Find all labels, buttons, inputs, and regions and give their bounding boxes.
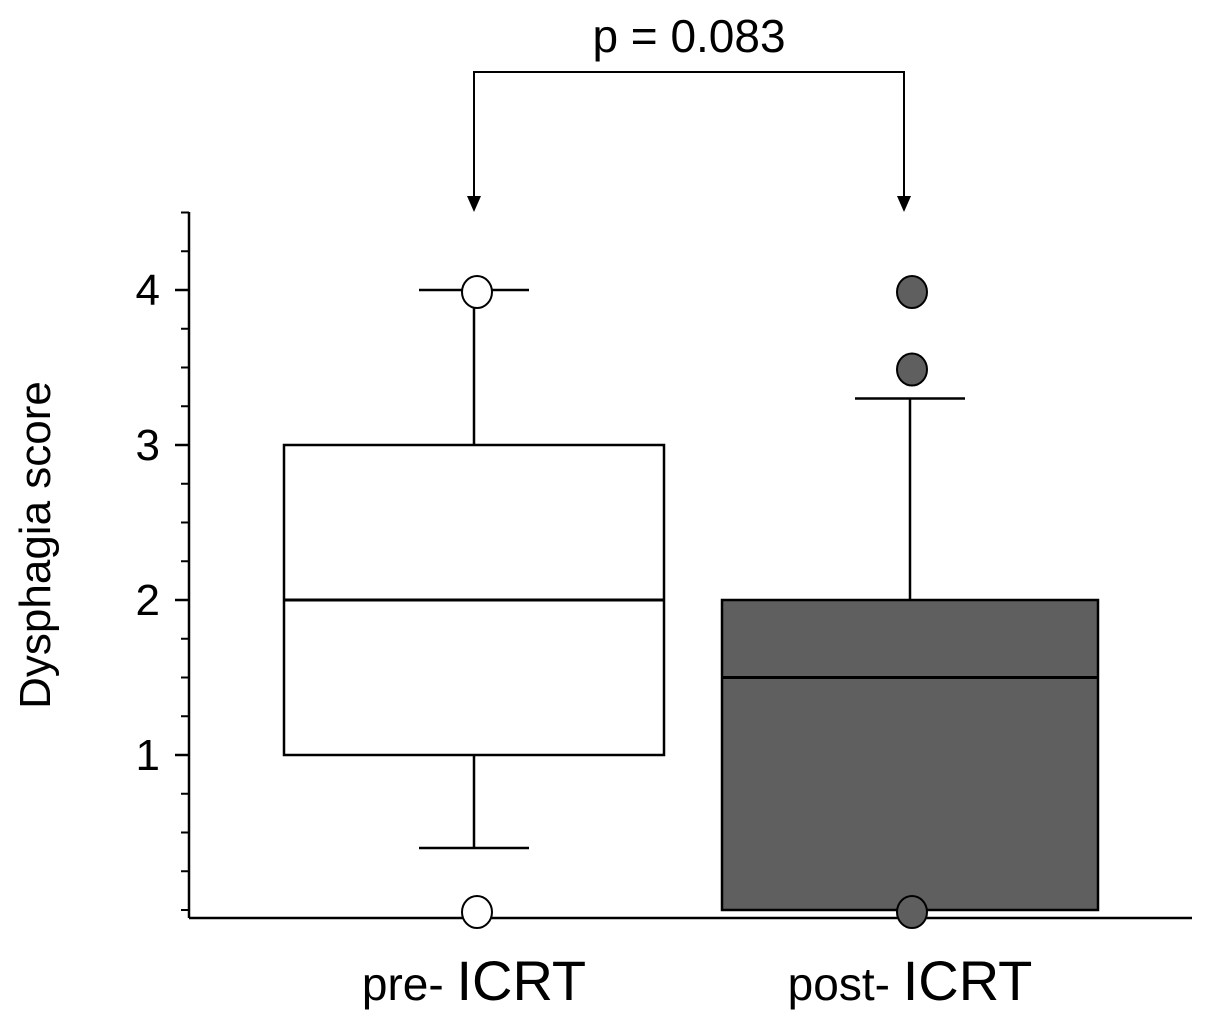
- y-tick-label: 1: [136, 731, 160, 780]
- p-value-label: p = 0.083: [592, 10, 785, 62]
- outlier-point: [461, 275, 493, 309]
- outlier-point: [896, 352, 928, 387]
- outlier-point: [896, 275, 928, 309]
- category-main: ICRT: [903, 949, 1033, 1012]
- box-group-pre-icrt: pre- ICRT: [282, 275, 666, 1012]
- y-tick-label: 2: [136, 576, 160, 625]
- box-group-post-icrt: post- ICRT: [720, 275, 1100, 1012]
- y-tick-label: 4: [136, 266, 160, 315]
- significance-annotation: p = 0.083: [467, 10, 911, 212]
- outlier-point: [896, 895, 928, 929]
- arrow-head-right: [897, 196, 911, 212]
- outlier-point: [461, 895, 493, 929]
- category-prefix: post-: [788, 958, 903, 1010]
- boxes: pre- ICRT post- ICRT: [282, 275, 1100, 1012]
- category-prefix: pre-: [362, 958, 457, 1010]
- axes: 1 2 3 4 Dysphagia score: [11, 211, 1192, 920]
- category-main: ICRT: [456, 949, 586, 1012]
- box-iqr: [720, 598, 1100, 912]
- x-category-label: pre- ICRT: [362, 949, 586, 1012]
- y-tick-label: 3: [136, 421, 160, 470]
- arrow-head-left: [467, 196, 481, 212]
- y-axis-title: Dysphagia score: [11, 381, 60, 709]
- x-category-label: post- ICRT: [788, 949, 1033, 1012]
- significance-bracket: [473, 71, 905, 198]
